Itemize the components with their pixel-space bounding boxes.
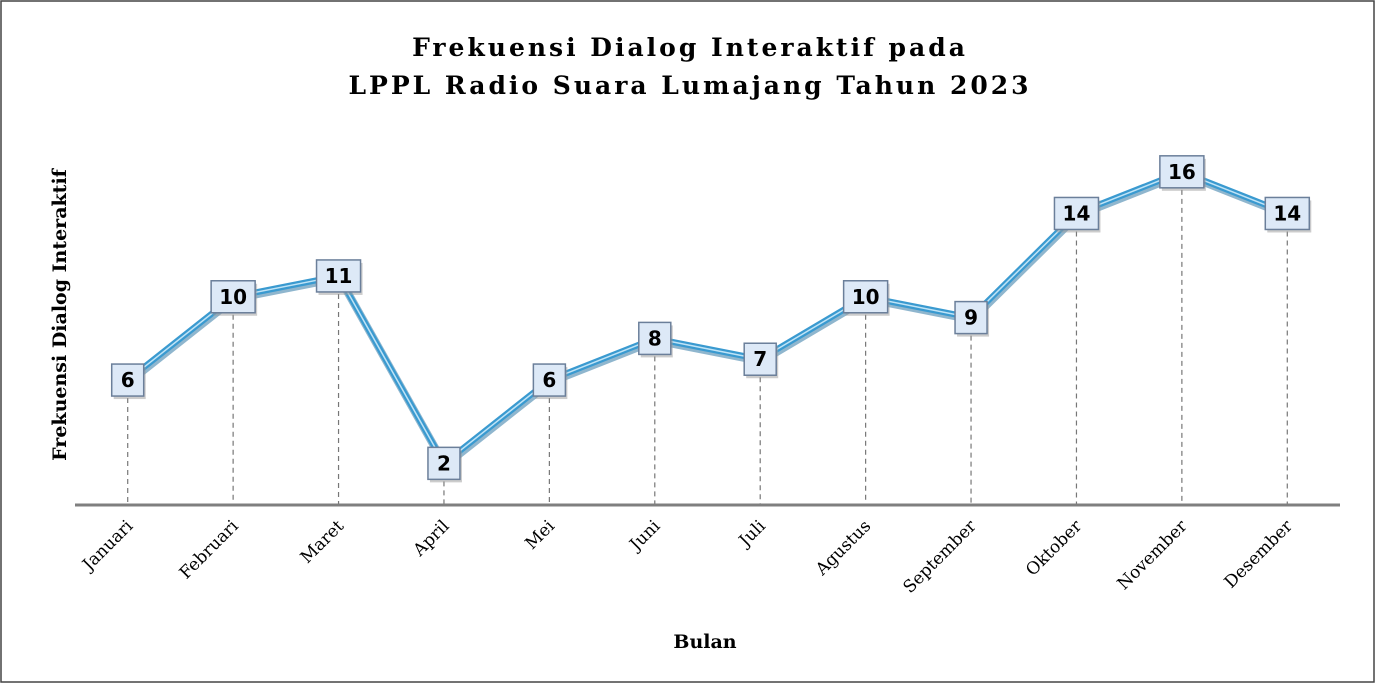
data-label: 10 (219, 285, 247, 309)
data-label-box (743, 342, 777, 376)
data-label-box (210, 280, 256, 314)
data-label: 14 (1063, 201, 1091, 225)
data-label-box (638, 321, 672, 356)
data-label: 8 (648, 326, 662, 350)
data-label: 10 (852, 285, 880, 309)
data-label: 14 (1273, 201, 1301, 225)
data-label: 7 (753, 347, 767, 371)
data-label-box (1264, 196, 1311, 231)
data-label: 6 (542, 368, 556, 392)
data-label-box (1053, 196, 1100, 231)
data-label-box (1159, 155, 1205, 189)
data-label-box (110, 363, 145, 397)
data-label: 2 (437, 451, 451, 475)
chart-title: LPPL Radio Suara Lumajang Tahun 2023 (348, 71, 1031, 100)
data-label: 6 (121, 368, 135, 392)
y-axis-label: Frekuensi Dialog Interaktif (49, 167, 71, 461)
data-label: 9 (964, 306, 978, 330)
data-label-box (427, 446, 461, 481)
data-label-box (532, 363, 567, 397)
data-label: 11 (325, 264, 353, 288)
data-label: 16 (1168, 160, 1196, 184)
x-axis-label: Bulan (673, 631, 736, 653)
data-label-box (842, 280, 889, 314)
chart-title: Frekuensi Dialog Interaktif pada (412, 33, 968, 62)
data-label-box (315, 259, 362, 293)
data-label-box (954, 300, 988, 335)
